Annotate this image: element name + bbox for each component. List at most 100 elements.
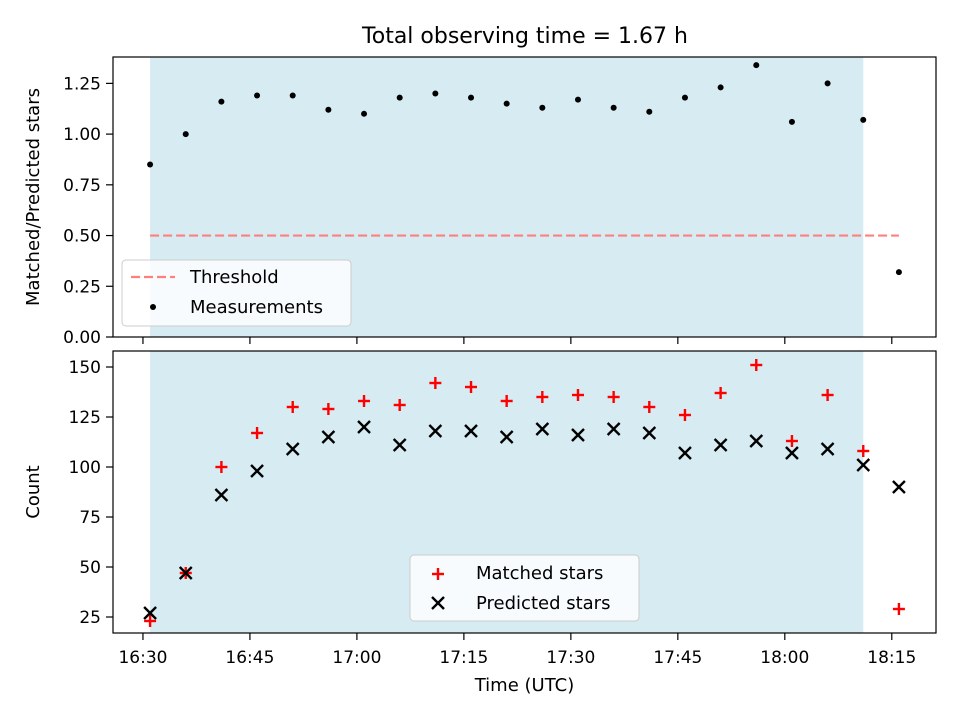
measurement-point — [468, 94, 475, 101]
count-y-axis-label: Count — [23, 465, 44, 518]
count-legend: Matched stars Predicted stars — [409, 554, 640, 622]
measurement-point — [254, 92, 261, 99]
measurement-point — [610, 104, 617, 111]
predicted-star-point — [392, 438, 407, 452]
matched-star-point — [750, 359, 763, 371]
matched-star-point — [821, 389, 834, 401]
matched-star-point — [892, 603, 905, 615]
y-tick-label: 75 — [79, 508, 101, 528]
y-tick-label: 1.25 — [63, 74, 101, 94]
matched-star-point — [857, 445, 870, 457]
count-panel: 25 50 75 100 125 150 16:30 16:45 17:00 17:15 17:3… — [23, 350, 937, 696]
predicted-star-point — [820, 442, 835, 456]
y-tick-label: 0.00 — [63, 328, 101, 348]
measurement-point — [753, 62, 760, 69]
ratio-legend: Threshold Measurements — [121, 259, 352, 327]
matched-star-point — [536, 391, 549, 403]
measurement-point — [646, 108, 653, 115]
ratio-y-axis-label: Matched/Predicted stars — [23, 88, 44, 306]
predicted-star-point — [535, 422, 550, 436]
predicted-star-point — [749, 434, 764, 448]
measurement-points — [147, 62, 902, 276]
y-tick-label: 50 — [79, 558, 101, 578]
count-y-ticks: 25 50 75 100 125 150 — [69, 358, 113, 628]
x-tick-label: 18:15 — [867, 648, 916, 668]
legend-measurements-swatch — [150, 304, 156, 310]
predicted-star-point — [143, 606, 157, 620]
measurement-point — [325, 106, 332, 113]
matched-star-point — [714, 387, 727, 399]
matched-star-point — [393, 399, 406, 411]
predicted-star-point — [571, 428, 585, 442]
y-tick-label: 1.00 — [63, 125, 101, 145]
matched-star-point — [643, 401, 656, 413]
matched-star-point — [678, 409, 691, 421]
predicted-star-point — [357, 420, 371, 434]
measurement-point — [218, 98, 225, 105]
measurement-point — [289, 92, 296, 99]
measurement-point — [361, 110, 368, 117]
measurement-point — [503, 100, 510, 107]
matched-star-point — [358, 395, 371, 407]
legend-threshold-label: Threshold — [189, 267, 279, 288]
measurement-point — [788, 118, 795, 125]
legend-predicted-swatch — [431, 596, 445, 610]
matched-star-point — [322, 403, 335, 415]
legend-measurements-label: Measurements — [190, 297, 323, 318]
measurement-point — [824, 80, 831, 87]
y-tick-label: 150 — [69, 358, 101, 378]
predicted-star-point — [642, 426, 657, 440]
count-points — [143, 359, 906, 627]
measurement-point — [539, 104, 546, 111]
x-tick-label: 16:30 — [118, 648, 167, 668]
matched-star-point — [144, 615, 157, 627]
predicted-star-point — [892, 480, 906, 494]
x-tick-label: 17:45 — [653, 648, 702, 668]
matched-star-point — [251, 427, 264, 439]
measurement-point — [895, 269, 902, 276]
predicted-star-point — [250, 464, 264, 478]
legend-predicted-label: Predicted stars — [476, 593, 610, 614]
y-tick-label: 125 — [69, 408, 101, 428]
measurement-point — [681, 94, 688, 101]
predicted-star-point — [713, 438, 728, 452]
measurement-point — [396, 94, 403, 101]
y-tick-label: 0.50 — [63, 227, 101, 247]
x-tick-label: 17:15 — [439, 648, 488, 668]
matched-star-point — [429, 377, 442, 389]
ratio-axes-frame — [112, 56, 937, 338]
legend-box — [121, 259, 352, 327]
predicted-star-point — [214, 488, 229, 502]
predicted-star-point — [856, 458, 871, 472]
ratio-y-ticks: 0.00 0.25 0.50 0.75 1.00 1.25 — [63, 74, 113, 348]
figure-title: Total observing time = 1.67 h — [361, 24, 688, 49]
y-tick-label: 0.75 — [63, 176, 101, 196]
x-tick-label: 17:00 — [332, 648, 381, 668]
y-tick-label: 0.25 — [63, 277, 101, 297]
ratio-x-ticks — [142, 337, 893, 344]
measurement-point — [574, 96, 581, 103]
measurement-point — [717, 84, 724, 91]
predicted-star-point — [678, 446, 692, 460]
legend-matched-label: Matched stars — [476, 563, 603, 584]
measurement-point — [182, 131, 189, 138]
predicted-star-point — [464, 424, 478, 438]
matched-star-point — [286, 401, 299, 413]
y-tick-label: 25 — [79, 608, 101, 628]
matched-star-point — [215, 461, 228, 473]
y-tick-label: 100 — [69, 458, 101, 478]
matched-star-point — [571, 389, 584, 401]
count-axes-frame — [112, 350, 937, 634]
legend-matched-swatch — [432, 568, 444, 580]
x-tick-label: 18:00 — [760, 648, 809, 668]
predicted-star-point — [499, 430, 514, 444]
predicted-star-point — [428, 424, 443, 438]
measurement-point — [432, 90, 439, 97]
matched-star-point — [465, 381, 478, 393]
predicted-star-point — [606, 422, 621, 436]
x-tick-label: 16:45 — [225, 648, 274, 668]
predicted-star-point — [321, 430, 336, 444]
legend-box — [409, 554, 640, 622]
